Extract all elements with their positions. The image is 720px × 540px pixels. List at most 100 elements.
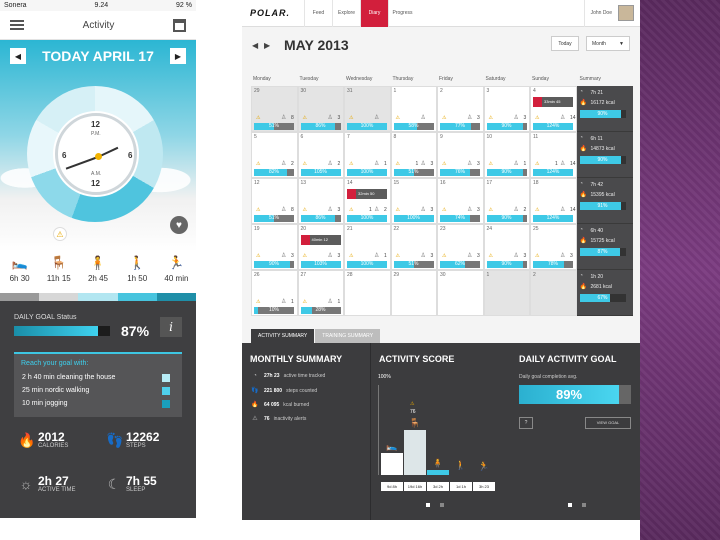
calendar-icon[interactable] <box>172 18 186 32</box>
day-goal-percent: 51% <box>268 215 279 221</box>
inactivity-warning-icon[interactable]: ⚠ <box>53 227 67 241</box>
calendar-day[interactable]: 16 ⚠ ♙ 3 74% <box>437 178 484 224</box>
calendar-day[interactable]: 17 ⚠ ♙ 2 90% <box>483 178 530 224</box>
calendar-day[interactable]: 15 ⚠ ♙ 3 100% <box>390 178 437 224</box>
calendar-day[interactable]: 19 ⚠ ♙ 3 90% <box>251 224 298 270</box>
calendar-day[interactable]: 27 ⚠ ♙ 1 28% <box>297 270 344 316</box>
next-month-button[interactable]: ▶ <box>264 40 271 50</box>
warning-icon: ⚠ <box>252 416 258 422</box>
calendar-day[interactable]: 29 ⚠ ♙ 8 51% <box>251 86 298 132</box>
activity-item[interactable]: 🪑 11h 15 <box>39 252 78 294</box>
tab-diary[interactable]: Diary <box>360 0 388 27</box>
calendar-day[interactable]: 21 ⚠ ♙ 1 100% <box>344 224 391 270</box>
tab-feed[interactable]: Feed <box>304 0 332 27</box>
calendar-day[interactable]: 25 ⚠ ♙ 3 78% <box>530 224 577 270</box>
today-button[interactable]: Today <box>551 36 579 51</box>
flame-icon: 🔥 <box>579 192 587 198</box>
calendar-day[interactable]: 13 ⚠ ♙ 3 86% <box>297 178 344 224</box>
training-session[interactable]: 40min 12 <box>300 235 341 245</box>
calendar-day[interactable]: 20 40min 12 ⚠ ♙ 3 103% <box>297 224 344 270</box>
prev-month-button[interactable]: ◀ <box>252 40 259 50</box>
calendar-day[interactable]: 26 ⚠ ♙ 1 10% <box>251 270 298 316</box>
activity-hours: 3 <box>523 115 527 121</box>
activity-breakdown: 🛌 6h 30 🪑 11h 15 🧍 2h 45 🚶 1h 50 🏃 40 min <box>0 252 196 294</box>
calendar-day[interactable]: 6 ⚠ ♙ 2 105% <box>297 132 344 178</box>
calendar-day[interactable]: 18 ⚠ ♙ 14 124% <box>530 178 577 224</box>
day-goal-bar: 100% <box>347 123 387 130</box>
calendar-day[interactable]: 2 <box>530 270 577 316</box>
calendar-day[interactable]: 11 ⚠ 1 ♙ 14 124% <box>530 132 577 178</box>
activity-hours: 1 <box>337 299 341 305</box>
calendar-day[interactable]: 30 ⚠ ♙ 3 86% <box>297 86 344 132</box>
tab-explore[interactable]: Explore <box>332 0 360 27</box>
calendar-day[interactable]: 7 ⚠ ♙ 1 100% <box>344 132 391 178</box>
page-dot[interactable] <box>440 503 444 507</box>
menu-icon[interactable] <box>10 20 24 30</box>
help-button[interactable]: ? <box>519 417 533 429</box>
calendar-day[interactable]: 3 ⚠ ♙ 3 90% <box>483 86 530 132</box>
standing-icon: ♙ <box>467 115 473 121</box>
warning-icon: ⚠ <box>395 253 400 259</box>
day-goal-bar: 86% <box>300 123 341 130</box>
activity-item[interactable]: 🚶 1h 50 <box>118 252 157 294</box>
training-session[interactable]: 32min 50 <box>347 189 387 199</box>
calendar-day[interactable]: 10 ⚠ ♙ 1 90% <box>483 132 530 178</box>
calendar-day[interactable]: 30 <box>437 270 484 316</box>
activity-hours: 3 <box>337 115 341 121</box>
prev-day-button[interactable]: ◀ <box>10 48 26 64</box>
tab-activity-summary[interactable]: ACTIVITY SUMMARY <box>251 329 315 343</box>
calendar-day[interactable]: 5 ⚠ ♙ 2 82% <box>251 132 298 178</box>
monthly-value: 76 <box>264 415 270 422</box>
polar-logo[interactable]: POLAR. <box>250 8 291 18</box>
tab-training-summary[interactable]: TRAINING SUMMARY <box>315 329 381 343</box>
page-dot[interactable] <box>582 503 586 507</box>
calendar-day[interactable]: 28 <box>344 270 391 316</box>
day-goal-percent: 105% <box>314 169 327 175</box>
calendar-day[interactable]: 9 ⚠ ♙ 3 76% <box>437 132 484 178</box>
calendar-day[interactable]: 12 ⚠ ♙ 8 51% <box>251 178 298 224</box>
clock-label-am: A.M. <box>91 171 102 177</box>
sleep-icon: 🛌 <box>386 441 398 452</box>
warning-icon: ⚠ <box>488 207 493 213</box>
calendar-day[interactable]: 23 ⚠ ♙ 3 62% <box>437 224 484 270</box>
training-session[interactable]: 33min 45 <box>533 97 573 107</box>
page-dot[interactable] <box>426 503 430 507</box>
activity-item[interactable]: 🧍 2h 45 <box>78 252 117 294</box>
day-goal-fill <box>300 215 335 222</box>
heart-icon[interactable]: ♥ <box>170 216 188 234</box>
page-dot[interactable] <box>568 503 572 507</box>
day-goal-fill <box>300 307 312 314</box>
calendar-day[interactable]: 4 33min 45 ⚠ ♙ 14 124% <box>530 86 577 132</box>
day-number: 1 <box>393 88 397 94</box>
tab-progress[interactable]: Progress <box>388 0 416 27</box>
user-menu[interactable]: John Doe <box>583 0 640 27</box>
activity-score-time-label: 1d 1h <box>450 482 472 491</box>
day-goal-fill <box>533 261 565 268</box>
calendar-day[interactable]: 1 ⚠ ♙ 58% <box>390 86 437 132</box>
activity-hours: 14 <box>570 161 576 167</box>
next-day-button[interactable]: ▶ <box>169 48 186 64</box>
standing-icon: ♙ <box>327 161 333 167</box>
activity-item[interactable]: 🏃 40 min <box>157 252 196 294</box>
calendar-day[interactable]: 22 ⚠ ♙ 3 51% <box>390 224 437 270</box>
info-button[interactable]: i <box>160 317 182 337</box>
weekday-label: Thursday <box>392 76 414 82</box>
day-goal-fill <box>254 261 290 268</box>
daily-goal-avg-progress: 89% <box>519 385 631 404</box>
day-goal-percent: 51% <box>408 261 419 267</box>
calendar-day[interactable]: 1 <box>483 270 530 316</box>
calendar-day[interactable]: 24 ⚠ ♙ 3 90% <box>483 224 530 270</box>
standing-icon: ♙ <box>281 253 287 259</box>
activity-item[interactable]: 🛌 6h 30 <box>0 252 39 294</box>
activity-color-segment <box>39 293 79 301</box>
avatar[interactable] <box>618 5 634 21</box>
calendar-day[interactable]: 29 <box>390 270 437 316</box>
standing-icon: ♙ <box>467 253 473 259</box>
calendar-day[interactable]: 14 32min 50 ⚠ 1 ♙ 2 100% <box>344 178 391 224</box>
view-goal-button[interactable]: VIEW GOAL <box>585 417 631 429</box>
calendar-day[interactable]: 8 ⚠ 1 ♙ 3 51% <box>390 132 437 178</box>
week-kcal: 15725 kcal <box>590 238 615 244</box>
view-select[interactable]: Month ▼ <box>586 36 630 51</box>
calendar-day[interactable]: 31 ⚠ ♙ 100% <box>344 86 391 132</box>
calendar-day[interactable]: 2 ⚠ ♙ 3 77% <box>437 86 484 132</box>
